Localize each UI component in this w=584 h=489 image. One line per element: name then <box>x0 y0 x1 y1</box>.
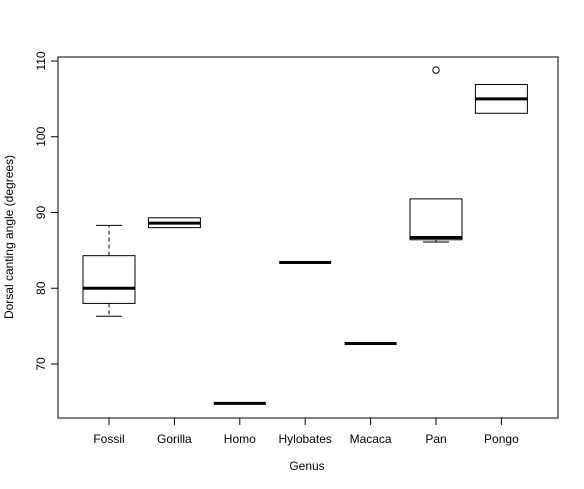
box-pan <box>409 66 463 243</box>
y-tick-label: 80 <box>34 281 48 295</box>
y-tick-label: 110 <box>34 51 48 70</box>
y-tick-label: 90 <box>34 206 48 220</box>
y-tick-label: 70 <box>34 357 48 371</box>
x-tick-label: Pan <box>425 432 446 446</box>
x-tick-label: Homo <box>224 432 256 446</box>
box-iqr <box>409 198 463 241</box>
y-axis: 70 80 90 100 110 <box>34 51 59 371</box>
x-axis-label: Genus <box>289 459 324 473</box>
x-tick-label: Pongo <box>484 432 519 446</box>
x-tick-label: Hylobates <box>279 432 332 446</box>
y-axis-label: Dorsal canting angle (degrees) <box>2 155 16 319</box>
plot-frame <box>57 56 559 419</box>
box-pongo <box>474 83 528 114</box>
x-tick-label: Macaca <box>350 432 392 446</box>
x-axis: Fossil Gorilla Homo Hylobates Macaca Pan Pongo <box>93 417 519 446</box>
x-tick-label: Fossil <box>93 432 124 446</box>
box-fossil <box>82 224 136 317</box>
boxes-group <box>82 66 528 405</box>
box-iqr <box>82 255 136 304</box>
outlier-point <box>432 66 440 74</box>
y-tick-label: 100 <box>34 126 48 146</box>
box-gorilla <box>147 217 201 229</box>
x-tick-label: Gorilla <box>157 432 192 446</box>
